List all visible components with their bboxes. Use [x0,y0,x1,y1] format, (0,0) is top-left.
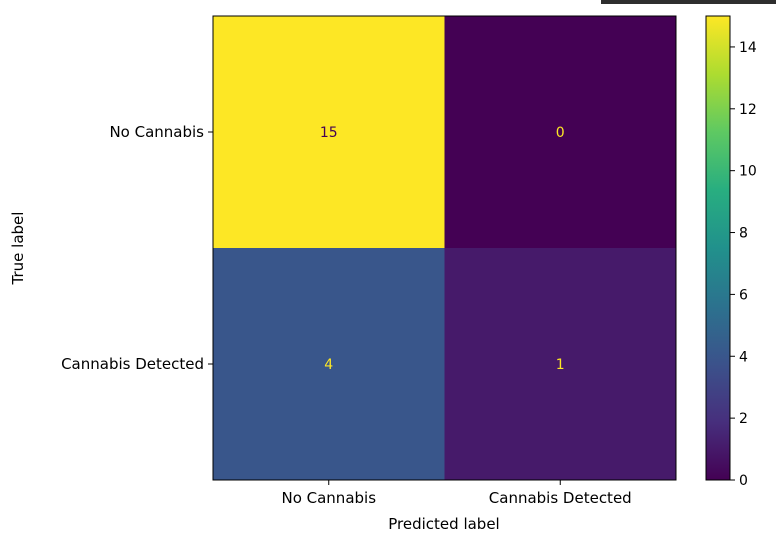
cell-value-label: 4 [324,357,333,373]
colorbar-tick-label: 12 [739,102,757,118]
cell-value-labels: 15 0 4 1 [320,125,565,373]
heatmap-cell [213,248,445,480]
cell-value-label: 0 [556,125,565,141]
heatmap-cells [213,16,676,480]
window-strip [601,0,776,4]
y-axis-label: True label [9,212,27,286]
x-axis-ticks: No Cannabis Cannabis Detected [281,480,632,507]
colorbar-tick-label: 0 [739,473,748,489]
y-tick-label: Cannabis Detected [61,355,204,373]
colorbar-tick-label: 2 [739,411,748,427]
heatmap-cell [213,16,445,248]
y-axis-ticks: No Cannabis Cannabis Detected [61,123,213,373]
y-tick-label: No Cannabis [109,123,204,141]
plot-frame [212,15,677,481]
colorbar [706,16,730,480]
colorbar-ticks: 0 2 4 6 8 10 12 14 [730,40,757,489]
cell-value-label: 1 [556,357,565,373]
cell-value-label: 15 [320,125,338,141]
colorbar-tick-label: 14 [739,40,757,56]
x-tick-label: Cannabis Detected [489,489,632,507]
colorbar-frame [705,15,731,481]
colorbar-tick-label: 6 [739,287,748,303]
heatmap-cell [444,248,676,480]
x-tick-label: No Cannabis [281,489,376,507]
heatmap-cell [444,16,676,248]
x-axis-label: Predicted label [388,515,499,533]
colorbar-tick-label: 4 [739,349,748,365]
colorbar-tick-label: 8 [739,226,748,242]
colorbar-tick-label: 10 [739,164,757,180]
